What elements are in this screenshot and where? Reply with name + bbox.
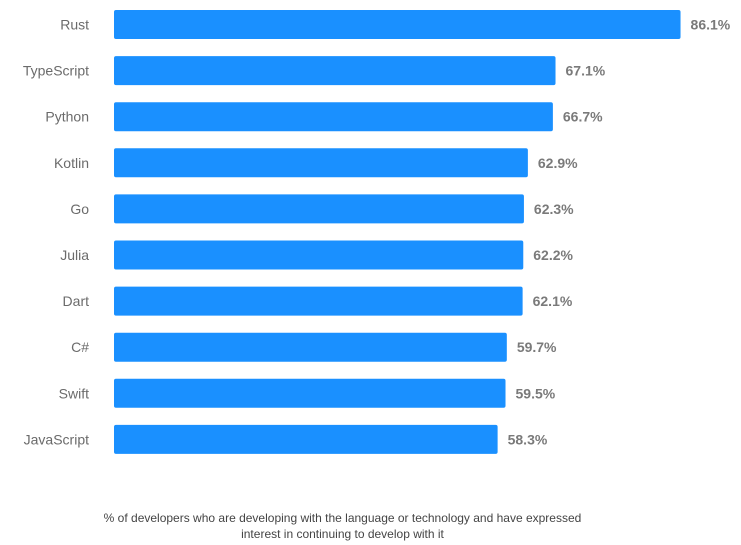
bar <box>114 102 553 132</box>
category-label: Go <box>70 201 89 217</box>
value-label: 66.7% <box>563 109 603 125</box>
value-label: 59.5% <box>516 385 556 401</box>
category-label: C# <box>71 339 89 355</box>
bar <box>114 148 528 178</box>
category-label: TypeScript <box>23 63 89 79</box>
value-label: 58.3% <box>508 431 548 447</box>
bar <box>114 378 506 408</box>
value-label: 62.2% <box>533 247 573 263</box>
category-label: Python <box>45 109 89 125</box>
bar <box>114 194 524 224</box>
value-label: 62.1% <box>533 293 573 309</box>
chart-caption: % of developers who are developing with … <box>0 510 685 542</box>
bar <box>114 240 524 270</box>
category-label: Swift <box>59 385 89 401</box>
caption-line-2: interest in continuing to develop with i… <box>241 527 444 541</box>
bar <box>114 286 523 316</box>
bar <box>114 424 498 454</box>
bar <box>114 332 507 362</box>
category-label: Julia <box>60 247 89 263</box>
category-label: JavaScript <box>24 431 89 447</box>
value-label: 67.1% <box>566 63 606 79</box>
category-label: Rust <box>60 17 89 33</box>
bar <box>114 56 556 86</box>
value-label: 59.7% <box>517 339 557 355</box>
value-label: 62.9% <box>538 155 578 171</box>
value-label: 62.3% <box>534 201 574 217</box>
value-label: 86.1% <box>691 17 731 33</box>
bar-chart: Rust 86.1% TypeScript 67.1% Python 66.7% Kotli… <box>23 10 731 454</box>
category-label: Kotlin <box>54 155 89 171</box>
bar <box>114 10 681 39</box>
caption-line-1: % of developers who are developing with … <box>103 511 582 525</box>
category-label: Dart <box>63 293 90 309</box>
